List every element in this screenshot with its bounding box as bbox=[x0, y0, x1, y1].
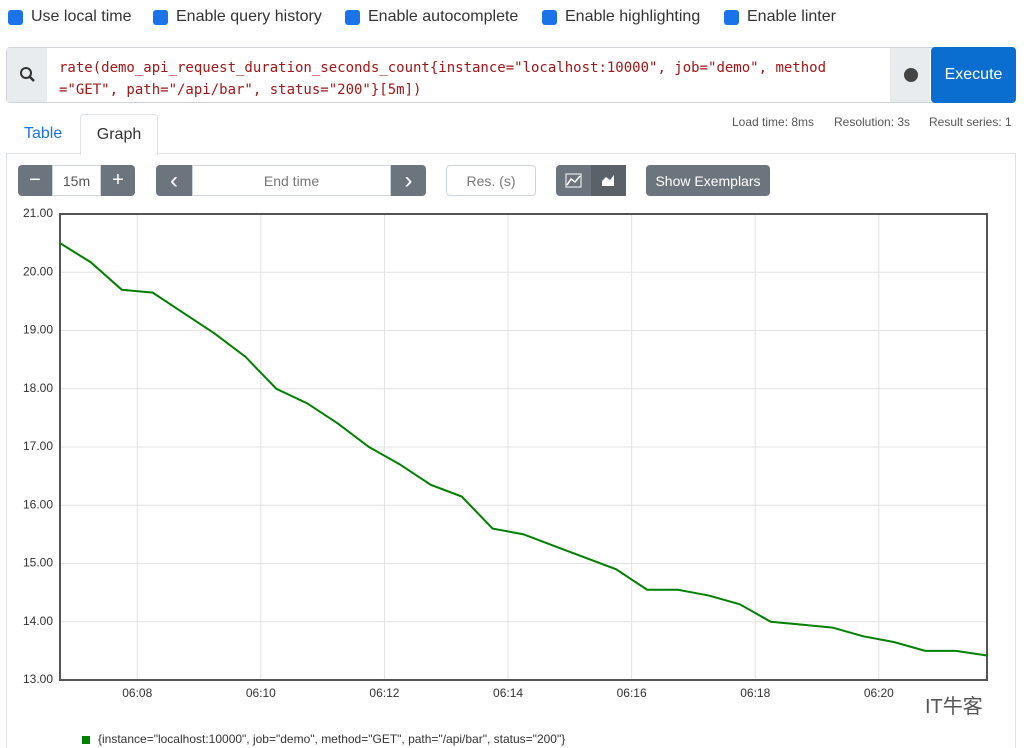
next[interactable]: › bbox=[391, 165, 426, 196]
x-tick-label: 06:20 bbox=[864, 686, 894, 700]
x-tick-label: 06:18 bbox=[740, 686, 770, 700]
option[interactable]: Enable linter bbox=[724, 8, 836, 26]
legend-swatch bbox=[82, 736, 90, 744]
x-tick-label: 06:16 bbox=[617, 686, 647, 700]
x-tick-label: 06:14 bbox=[493, 686, 523, 700]
y-tick-label: 20.00 bbox=[23, 264, 53, 278]
y-tick-label: 21.00 bbox=[23, 206, 53, 220]
show-exemplars[interactable]: Show Exemplars bbox=[646, 165, 770, 196]
option-label: Enable autocomplete bbox=[368, 8, 519, 25]
execute-button[interactable]: Execute bbox=[931, 47, 1016, 103]
tab[interactable]: Table bbox=[24, 125, 63, 142]
x-tick-label: 06:10 bbox=[246, 686, 276, 700]
y-tick-label: 16.00 bbox=[23, 497, 53, 511]
plot-frame bbox=[59, 213, 988, 681]
y-tick-label: 15.00 bbox=[23, 556, 53, 570]
option-label: Use local time bbox=[31, 8, 132, 25]
y-tick-label: 14.00 bbox=[23, 614, 53, 628]
option[interactable]: Use local time bbox=[8, 8, 131, 26]
y-tick-label: 18.00 bbox=[23, 381, 53, 395]
watermark: IT牛客 bbox=[925, 696, 983, 718]
chart-mode[interactable] bbox=[556, 165, 626, 196]
y-tick-label: 19.00 bbox=[23, 323, 53, 337]
previous[interactable]: ‹ bbox=[156, 165, 192, 196]
series-line bbox=[59, 242, 988, 657]
x-tick-label: 06:12 bbox=[369, 686, 399, 700]
resolution-input[interactable]: Res. (s) bbox=[446, 165, 536, 196]
option-label: Enable query history bbox=[176, 8, 322, 25]
legend-label: {instance="localhost:10000", job="demo",… bbox=[98, 732, 565, 746]
range-input[interactable]: 15m bbox=[52, 165, 101, 196]
search-icon bbox=[7, 48, 47, 102]
query-input[interactable]: rate(demo_api_request_duration_seconds_c… bbox=[59, 60, 827, 98]
option[interactable]: Enable query history bbox=[153, 8, 322, 26]
graph: 13.00 14.00 15.00 16.00 17.00 18.00 19.00 20.00… bbox=[23, 206, 988, 746]
option[interactable]: Enable highlighting bbox=[542, 8, 700, 26]
panel bbox=[6, 153, 1016, 748]
option-label: Enable highlighting bbox=[565, 8, 701, 25]
y-tick-label: 17.00 bbox=[23, 439, 53, 453]
metrics-explorer[interactable] bbox=[890, 48, 930, 102]
stat: Result series: 1 bbox=[929, 115, 1012, 129]
end-time-input[interactable]: End time bbox=[192, 165, 391, 196]
decrease-range[interactable]: − bbox=[18, 165, 52, 196]
tab[interactable]: Graph bbox=[80, 114, 158, 155]
stat: Load time: 8ms bbox=[732, 115, 815, 129]
option-label: Enable linter bbox=[747, 8, 836, 25]
y-tick-label: 13.00 bbox=[23, 672, 53, 686]
option[interactable]: Enable autocomplete bbox=[345, 8, 518, 26]
increase-range[interactable]: + bbox=[101, 165, 135, 196]
x-tick-label: 06:08 bbox=[122, 686, 152, 700]
stat: Resolution: 3s bbox=[834, 115, 911, 129]
